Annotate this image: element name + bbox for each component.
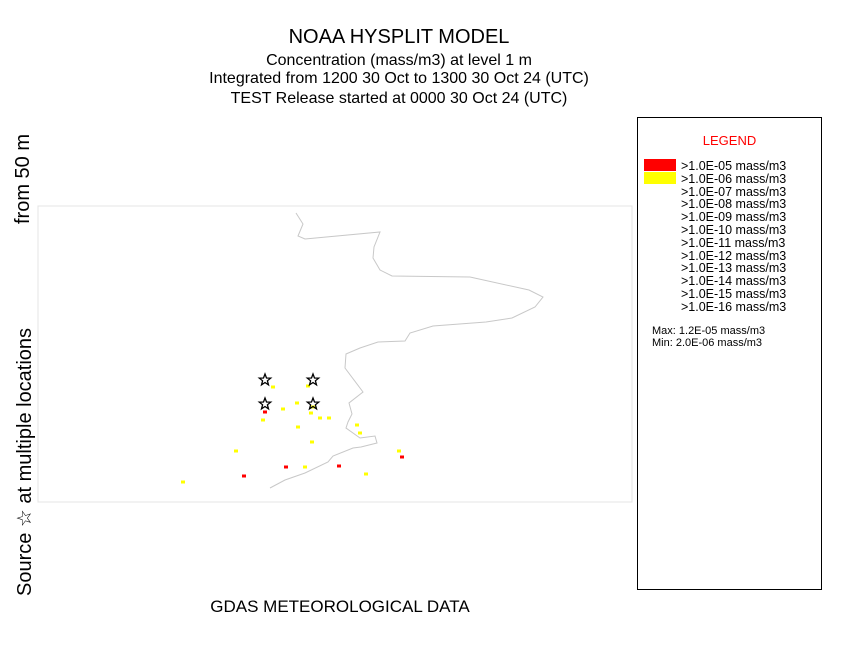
legend-entry-label: >1.0E-14 mass/m3: [681, 274, 787, 289]
legend-title: LEGEND: [702, 133, 757, 148]
meteorological-data-label: GDAS METEOROLOGICAL DATA: [210, 597, 470, 616]
legend-swatch: [644, 171, 676, 184]
concentration-cell-high: [263, 410, 267, 414]
concentration-cell: [295, 401, 299, 405]
coastline: [269, 212, 544, 489]
concentration-cell: [296, 425, 300, 429]
legend-entry-label: >1.0E-05 mass/m3: [681, 159, 787, 173]
concentration-cell: [303, 465, 307, 469]
map-title: NOAA HYSPLIT MODEL: [288, 26, 510, 48]
concentration-cell: [234, 449, 238, 453]
concentration-cell: [358, 431, 362, 435]
concentration-cell: [397, 449, 401, 453]
concentration-cell: [281, 407, 285, 411]
concentration-cell-high: [337, 464, 341, 468]
integration-period-line: Integrated from 1200 30 Oct to 1300 30 O…: [209, 70, 589, 87]
legend-box: LEGEND >1.0E-05 mass/m3 >1.0E-06 mass/m3 >…: [637, 117, 822, 590]
source-star-icon: [257, 372, 273, 387]
concentration-cells: [181, 384, 404, 484]
concentration-cell: [355, 423, 359, 427]
min-concentration: Min: 2.0E-06 mass/m3: [652, 337, 763, 349]
release-start-line: TEST Release started at 0000 30 Oct 24 (…: [230, 90, 568, 107]
legend-entry-label: >1.0E-09 mass/m3: [681, 210, 787, 225]
concentration-cell: [309, 411, 313, 415]
legend-entry-label: >1.0E-10 mass/m3: [681, 223, 787, 237]
legend-entry-label: >1.0E-13 mass/m3: [681, 261, 787, 276]
legend-entry-label: >1.0E-07 mass/m3: [681, 184, 787, 199]
concentration-cell: [271, 385, 275, 389]
source-star-icon: [305, 372, 321, 387]
concentration-cell: [181, 480, 185, 484]
concentration-cell-high: [400, 455, 404, 459]
concentration-cell: [327, 416, 331, 420]
source-star-icon: [257, 396, 273, 411]
legend-entry-label: >1.0E-15 mass/m3: [681, 287, 787, 301]
concentration-cell: [261, 418, 265, 422]
concentration-cell: [364, 472, 368, 476]
concentration-cell: [310, 440, 314, 444]
legend-swatch: [644, 159, 676, 171]
legend-entry-label: >1.0E-12 mass/m3: [681, 248, 787, 263]
legend-entry-label: >1.0E-16 mass/m3: [681, 299, 787, 314]
source-star-icon: [305, 396, 321, 411]
legend-entry-label: >1.0E-06 mass/m3: [681, 171, 787, 186]
source-markers: [257, 372, 321, 411]
concentration-level-line: Concentration (mass/m3) at level 1 m: [266, 52, 532, 69]
concentration-cell: [306, 384, 310, 388]
concentration-cell: [318, 416, 322, 420]
max-concentration: Max: 1.2E-05 mass/m3: [652, 325, 766, 337]
concentration-cell-high: [284, 465, 288, 469]
legend-entry-label: >1.0E-11 mass/m3: [681, 235, 786, 250]
map-frame: [37, 205, 633, 503]
concentration-cell-high: [242, 474, 246, 478]
legend-entry-label: >1.0E-08 mass/m3: [681, 197, 787, 212]
